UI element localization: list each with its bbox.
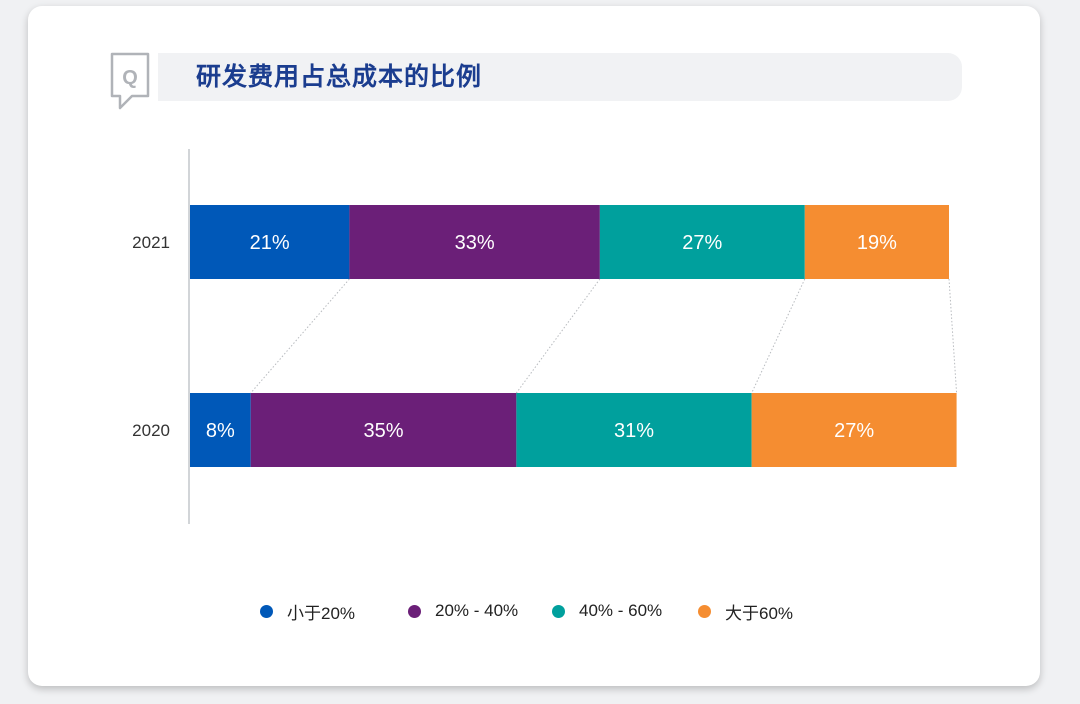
legend-dot [260,604,273,618]
data-label: 19% [857,232,897,254]
data-label: 31% [614,420,654,442]
connector-line [751,278,806,394]
connector-line [948,278,958,394]
bar-segment [190,393,251,467]
legend-dot [408,604,421,618]
bar-segment [516,393,752,467]
bar-segment [349,205,600,279]
bar-segment [751,393,957,467]
legend-label: 小于20% [287,603,356,623]
svg-text:Q: Q [122,67,138,89]
data-label: 35% [364,420,404,442]
category-label: 2020 [132,421,170,440]
legend-label: 大于60% [725,603,794,623]
legend-item: 40% - 60% [552,598,662,624]
chart-card [28,6,1040,686]
legend-dot [698,604,711,618]
category-label: 2021 [132,233,170,252]
bar-segment [599,205,805,279]
legend-item: 20% - 40% [408,598,518,624]
data-label: 27% [834,420,874,442]
connector-line [250,278,350,394]
legend-dot [552,604,565,618]
data-label: 8% [206,420,235,442]
bar-segment [190,205,350,279]
data-label: 33% [455,232,495,254]
bar-segment [804,205,949,279]
legend-label: 40% - 60% [579,601,663,620]
legend-item: 大于60% [698,598,793,624]
chart-legend: 小于20% 20% - 40% 40% - 60% 大于60% [0,598,1080,624]
legend-label: 20% - 40% [435,601,519,620]
title-bar: 研发费用占总成本的比例 [158,53,962,101]
bar-segment [250,393,517,467]
q-speech-bubble-icon: Q [110,52,150,110]
connector-line [515,278,601,394]
data-label: 27% [682,232,722,254]
data-label: 21% [250,232,290,254]
chart-title: 研发费用占总成本的比例 [196,63,483,91]
legend-item: 小于20% [260,598,355,624]
